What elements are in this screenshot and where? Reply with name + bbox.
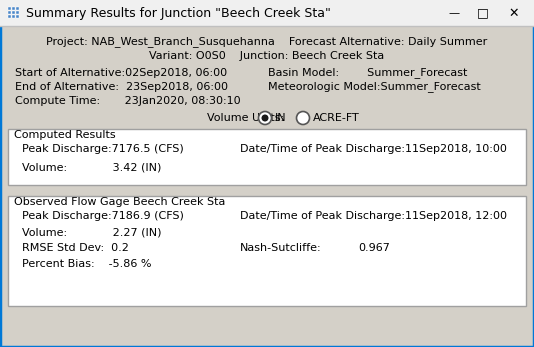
Text: Percent Bias:    -5.86 %: Percent Bias: -5.86 % [22,259,152,269]
FancyBboxPatch shape [8,196,526,306]
FancyBboxPatch shape [0,0,534,26]
Circle shape [258,111,271,125]
Text: ✕: ✕ [509,7,519,19]
FancyBboxPatch shape [8,129,526,185]
Text: Peak Discharge:7176.5 (CFS): Peak Discharge:7176.5 (CFS) [22,144,184,154]
Text: Date/Time of Peak Discharge:11Sep2018, 10:00: Date/Time of Peak Discharge:11Sep2018, 1… [240,144,507,154]
Text: Volume Units:: Volume Units: [207,113,284,123]
Text: Computed Results: Computed Results [14,130,116,140]
Text: Meteorologic Model:Summer_Forecast: Meteorologic Model:Summer_Forecast [268,82,481,92]
Text: ACRE-FT: ACRE-FT [313,113,360,123]
Text: Compute Time:       23Jan2020, 08:30:10: Compute Time: 23Jan2020, 08:30:10 [15,96,241,106]
Text: Start of Alternative:02Sep2018, 06:00: Start of Alternative:02Sep2018, 06:00 [15,68,227,78]
Text: Variant: O0S0    Junction: Beech Creek Sta: Variant: O0S0 Junction: Beech Creek Sta [150,51,384,61]
FancyBboxPatch shape [16,15,19,18]
FancyBboxPatch shape [12,7,15,10]
Text: Volume:             3.42 (IN): Volume: 3.42 (IN) [22,162,161,172]
Circle shape [296,111,310,125]
Circle shape [262,115,269,121]
Text: IN: IN [275,113,287,123]
Text: Peak Discharge:7186.9 (CFS): Peak Discharge:7186.9 (CFS) [22,211,184,221]
Text: —: — [449,8,460,18]
Text: Basin Model:        Summer_Forecast: Basin Model: Summer_Forecast [268,68,467,78]
FancyBboxPatch shape [12,11,15,14]
FancyBboxPatch shape [16,7,19,10]
Text: Summary Results for Junction "Beech Creek Sta": Summary Results for Junction "Beech Cree… [26,7,331,19]
FancyBboxPatch shape [8,11,11,14]
FancyBboxPatch shape [16,11,19,14]
Text: Nash-Sutcliffe:: Nash-Sutcliffe: [240,243,321,253]
Text: Observed Flow Gage Beech Creek Sta: Observed Flow Gage Beech Creek Sta [14,197,225,207]
FancyBboxPatch shape [8,7,11,10]
Text: 0.967: 0.967 [358,243,390,253]
FancyBboxPatch shape [8,15,11,18]
FancyBboxPatch shape [12,15,15,18]
Text: Project: NAB_West_Branch_Susquehanna    Forecast Alternative: Daily Summer: Project: NAB_West_Branch_Susquehanna For… [46,36,488,48]
Text: Date/Time of Peak Discharge:11Sep2018, 12:00: Date/Time of Peak Discharge:11Sep2018, 1… [240,211,507,221]
Text: End of Alternative:  23Sep2018, 06:00: End of Alternative: 23Sep2018, 06:00 [15,82,228,92]
Text: RMSE Std Dev:  0.2: RMSE Std Dev: 0.2 [22,243,129,253]
Text: Volume:             2.27 (IN): Volume: 2.27 (IN) [22,227,161,237]
Text: □: □ [477,7,489,19]
